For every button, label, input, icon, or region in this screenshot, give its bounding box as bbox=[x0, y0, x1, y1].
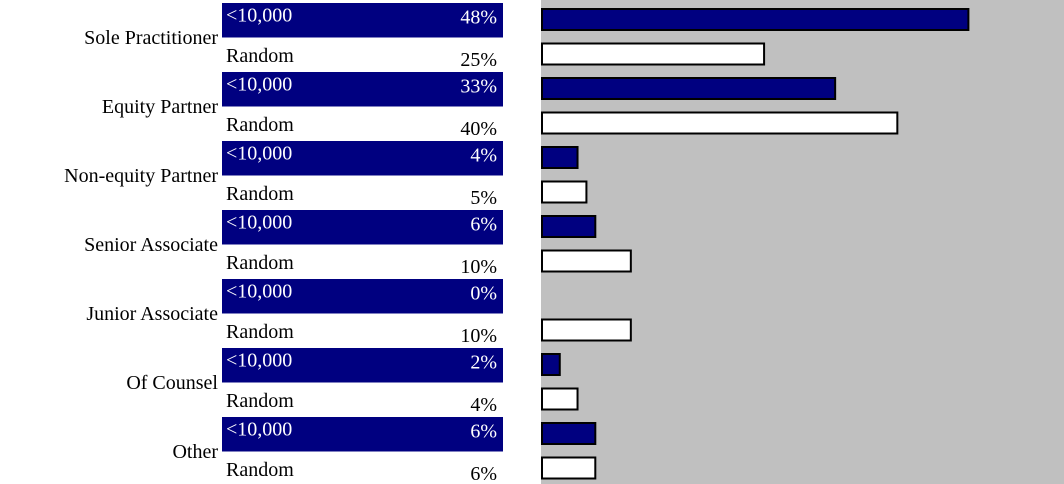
value-label: 10% bbox=[460, 256, 497, 278]
series-label: Random bbox=[226, 183, 294, 205]
series-label: <10,000 bbox=[226, 143, 292, 165]
value-label: 10% bbox=[460, 325, 497, 347]
legend-cell bbox=[222, 279, 503, 314]
category-label: Equity Partner bbox=[102, 96, 218, 118]
bar bbox=[541, 353, 561, 376]
value-label: 0% bbox=[470, 283, 497, 305]
bar bbox=[541, 111, 899, 135]
series-label: <10,000 bbox=[226, 419, 292, 441]
legend-cell bbox=[222, 3, 503, 38]
bar bbox=[541, 387, 579, 411]
bar bbox=[541, 146, 579, 169]
series-label: Random bbox=[226, 114, 294, 136]
value-label: 4% bbox=[470, 145, 497, 167]
bar bbox=[541, 422, 597, 445]
category-label: Junior Associate bbox=[86, 303, 218, 325]
value-label: 6% bbox=[470, 421, 497, 443]
category-label: Of Counsel bbox=[126, 372, 218, 394]
series-label: Random bbox=[226, 252, 294, 274]
series-label: Random bbox=[226, 321, 294, 343]
value-label: 25% bbox=[460, 49, 497, 71]
legend-cell bbox=[222, 348, 503, 383]
bar bbox=[541, 8, 970, 31]
category-label: Sole Practitioner bbox=[84, 27, 218, 49]
bar bbox=[541, 215, 597, 238]
bar bbox=[541, 42, 766, 66]
bar bbox=[541, 249, 632, 273]
bar bbox=[541, 180, 588, 204]
bar bbox=[541, 77, 837, 100]
series-label: Random bbox=[226, 45, 294, 67]
legend-cell bbox=[222, 72, 503, 107]
legend-cell bbox=[222, 141, 503, 176]
value-label: 5% bbox=[470, 187, 497, 209]
bar bbox=[541, 318, 632, 342]
series-label: <10,000 bbox=[226, 212, 292, 234]
value-label: 6% bbox=[470, 214, 497, 236]
legend-cell bbox=[222, 417, 503, 452]
series-label: <10,000 bbox=[226, 5, 292, 27]
category-label: Senior Associate bbox=[84, 234, 218, 256]
value-label: 4% bbox=[470, 394, 497, 416]
value-label: 40% bbox=[460, 118, 497, 140]
category-label: Non-equity Partner bbox=[64, 165, 218, 187]
series-label: Random bbox=[226, 390, 294, 412]
category-label: Other bbox=[172, 441, 218, 463]
series-label: <10,000 bbox=[226, 74, 292, 96]
legend-cell bbox=[222, 210, 503, 245]
plot-area bbox=[541, 0, 1064, 484]
value-label: 2% bbox=[470, 352, 497, 374]
bar bbox=[541, 456, 597, 480]
series-label: <10,000 bbox=[226, 350, 292, 372]
series-label: <10,000 bbox=[226, 281, 292, 303]
series-label: Random bbox=[226, 459, 294, 481]
value-label: 33% bbox=[460, 76, 497, 98]
value-label: 6% bbox=[470, 463, 497, 484]
value-label: 48% bbox=[460, 7, 497, 29]
